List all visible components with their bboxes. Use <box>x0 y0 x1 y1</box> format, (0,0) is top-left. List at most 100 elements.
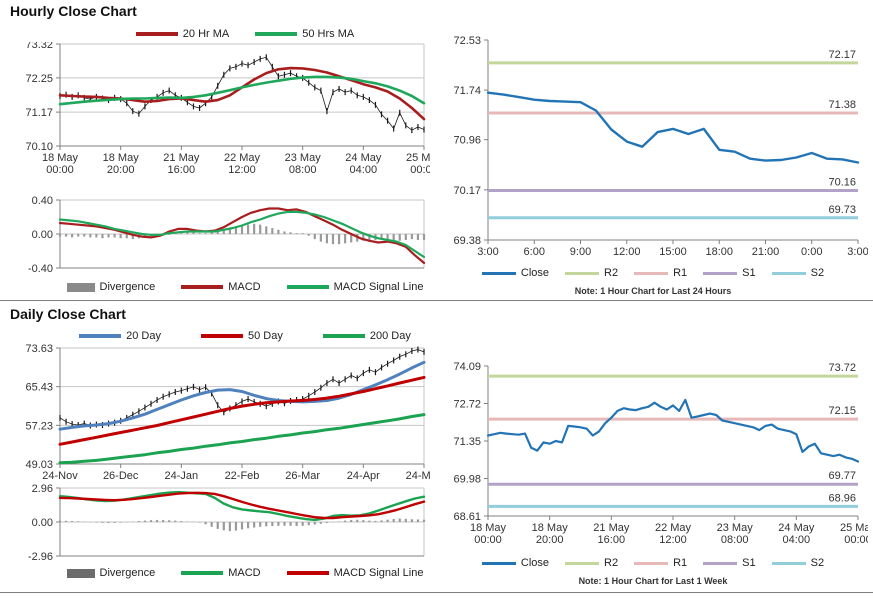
legend-label-r2: R2 <box>604 267 619 279</box>
hourly-section-title: Hourly Close Chart <box>10 3 137 19</box>
legend-item-close: Close <box>481 267 550 279</box>
svg-text:74.09: 74.09 <box>453 361 481 373</box>
svg-text:71.74: 71.74 <box>453 85 481 97</box>
svg-text:23 May: 23 May <box>717 522 754 534</box>
50hrs-ma-swatch <box>255 32 298 36</box>
hourly-macd-plot: 0.40 0.00 -0.40 <box>28 195 426 275</box>
svg-text:72.72: 72.72 <box>453 399 481 411</box>
svg-text:22 May: 22 May <box>655 522 692 534</box>
legend-label-divergence: Divergence <box>99 281 156 293</box>
legend-label-macd-signal: MACD Signal Line <box>333 281 424 293</box>
legend-label-s2: S2 <box>810 267 825 279</box>
hourly-pivot-legend: Close R2 R1 S1 S2 <box>438 265 868 281</box>
svg-text:24 May: 24 May <box>778 522 815 534</box>
svg-text:04:00: 04:00 <box>350 164 378 176</box>
daily-macd-plot: 2.96 0.00 -2.96 <box>28 483 426 563</box>
svg-text:16:00: 16:00 <box>598 534 626 546</box>
svg-text:70.10: 70.10 <box>25 141 53 153</box>
s2-swatch <box>771 271 806 275</box>
legend-label-s1-daily: S1 <box>742 557 756 569</box>
hourly-macd-chart: 0.40 0.00 -0.40 Divergence MACD MACD Signa… <box>14 192 430 295</box>
macd-signal-swatch <box>286 285 329 289</box>
svg-text:16:00: 16:00 <box>168 164 196 176</box>
svg-text:18 May: 18 May <box>42 152 79 164</box>
legend-item-macd: MACD <box>181 281 261 293</box>
svg-text:-2.96: -2.96 <box>28 551 53 560</box>
svg-text:21 May: 21 May <box>593 522 630 534</box>
daily-section-title: Daily Close Chart <box>10 306 126 322</box>
legend-item-r2: R2 <box>565 267 618 279</box>
legend-label-200day: 200 Day <box>369 330 411 342</box>
svg-text:68.96: 68.96 <box>828 492 856 504</box>
daily-price-chart: 20 Day 50 Day 200 Day 73.63 65.43 57.23 49.… <box>14 328 442 487</box>
svg-text:20:00: 20:00 <box>536 534 564 546</box>
svg-text:72.15: 72.15 <box>828 405 856 417</box>
200day-swatch <box>322 334 365 338</box>
svg-text:18 May: 18 May <box>470 522 507 534</box>
legend-item-200day: 200 Day <box>322 330 411 342</box>
svg-text:21 May: 21 May <box>163 152 200 164</box>
daily-macd-legend: Divergence MACD MACD Signal Line <box>60 565 430 581</box>
r2-swatch <box>565 271 600 275</box>
macd-signal-daily-swatch <box>286 571 329 575</box>
legend-label-macd-signal-daily: MACD Signal Line <box>333 567 424 579</box>
section-divider-bottom <box>0 592 873 593</box>
svg-text:24 May: 24 May <box>345 152 382 164</box>
legend-item-50hrs-ma: 50 Hrs MA <box>255 28 354 40</box>
hourly-price-legend: 20 Hr MA 50 Hrs MA <box>60 26 430 42</box>
svg-text:72.53: 72.53 <box>453 35 481 47</box>
legend-item-close-daily: Close <box>481 557 550 569</box>
legend-label-close-daily: Close <box>520 557 550 569</box>
divergence-swatch <box>66 282 95 292</box>
svg-text:2.96: 2.96 <box>32 483 53 495</box>
legend-item-s2: S2 <box>771 267 825 279</box>
legend-item-macd-daily: MACD <box>181 567 261 579</box>
svg-text:69.98: 69.98 <box>453 474 481 486</box>
legend-label-r2-daily: R2 <box>604 557 619 569</box>
legend-item-s1: S1 <box>703 267 756 279</box>
macd-swatch <box>181 285 224 289</box>
s1-swatch <box>703 271 738 275</box>
svg-text:71.35: 71.35 <box>453 436 481 448</box>
legend-item-20hr-ma: 20 Hr MA <box>135 28 230 40</box>
legend-label-macd-daily: MACD <box>228 567 261 579</box>
svg-text:22-Feb: 22-Feb <box>225 470 260 482</box>
legend-label-close: Close <box>520 267 550 279</box>
svg-text:25 May: 25 May <box>406 152 430 164</box>
svg-text:73.63: 73.63 <box>25 344 53 355</box>
svg-text:68.61: 68.61 <box>453 511 481 523</box>
legend-item-r2-daily: R2 <box>565 557 618 569</box>
svg-text:0:00: 0:00 <box>801 246 822 258</box>
svg-text:24-Jan: 24-Jan <box>165 470 199 482</box>
svg-text:24-Apr: 24-Apr <box>347 470 380 482</box>
legend-item-s1-daily: S1 <box>703 557 756 569</box>
legend-item-20day: 20 Day <box>79 330 161 342</box>
svg-text:69.38: 69.38 <box>453 235 481 247</box>
legend-item-divergence-daily: Divergence <box>66 567 156 579</box>
svg-text:12:00: 12:00 <box>613 246 641 258</box>
legend-label-s2-daily: S2 <box>810 557 825 569</box>
svg-text:3:00: 3:00 <box>477 246 498 258</box>
svg-text:25 May: 25 May <box>840 522 868 534</box>
section-divider-top <box>0 300 873 301</box>
svg-text:24-May: 24-May <box>406 470 430 482</box>
daily-macd-chart: 2.96 0.00 -2.96 Divergence MACD MACD Signa… <box>14 482 430 581</box>
svg-text:70.96: 70.96 <box>453 135 481 147</box>
svg-text:12:00: 12:00 <box>228 164 256 176</box>
legend-label-divergence-daily: Divergence <box>99 567 156 579</box>
legend-label-20hr-ma: 20 Hr MA <box>182 28 230 40</box>
svg-text:70.16: 70.16 <box>828 176 856 188</box>
svg-text:9:00: 9:00 <box>570 246 591 258</box>
daily-price-legend: 20 Day 50 Day 200 Day <box>60 328 430 344</box>
svg-text:73.32: 73.32 <box>25 42 53 51</box>
svg-text:00:00: 00:00 <box>46 164 74 176</box>
r1-daily-swatch <box>634 561 669 565</box>
svg-text:71.17: 71.17 <box>25 107 53 119</box>
svg-text:72.17: 72.17 <box>828 49 856 61</box>
svg-text:00:00: 00:00 <box>410 164 430 176</box>
svg-text:-0.40: -0.40 <box>28 263 53 274</box>
svg-text:22 May: 22 May <box>224 152 261 164</box>
